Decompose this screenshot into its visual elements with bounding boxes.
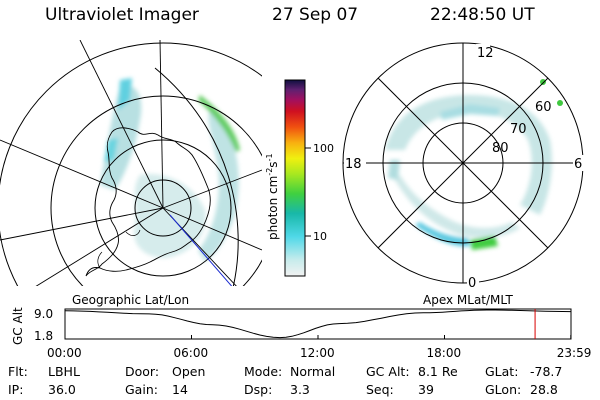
altitude-tick-bottom: 1.8 (34, 329, 53, 343)
time-tick-label: 06:00 (174, 346, 209, 360)
mlt-label-00: 0 (468, 276, 476, 291)
status-value: Open (172, 364, 206, 379)
status-label: Gain: (125, 382, 158, 397)
right-map-label: Apex MLat/MLT (423, 293, 513, 307)
altitude-timeline: GC Alt 9.0 1.8 00:00 06:00 12:00 18:00 23:59 (11, 307, 591, 360)
continent-outline (85, 127, 211, 277)
left-map-label: Geographic Lat/Lon (72, 293, 189, 307)
mlt-label-06: 6 (574, 157, 582, 172)
apex-polar-map: 12 18 6 0 60 70 80 (342, 42, 585, 291)
status-label: Seq: (366, 382, 394, 397)
observation-time: 22:48:50 UT (430, 5, 535, 25)
status-value: -78.7 (530, 364, 563, 379)
time-tick-label: 18:00 (427, 346, 462, 360)
status-label: Mode: (244, 364, 283, 379)
mlt-label-12: 12 (477, 46, 494, 61)
reference-longitude-line (169, 214, 233, 286)
status-label: GLon: (485, 382, 522, 397)
aurora-spot (557, 100, 563, 106)
latitude-circles (0, 42, 262, 286)
status-label: GC Alt: (366, 364, 410, 379)
status-value: Normal (290, 364, 336, 379)
altitude-track (64, 309, 571, 339)
status-value: 8.1 Re (418, 364, 458, 379)
status-value: LBHL (48, 364, 80, 379)
peninsula-outline (97, 229, 141, 269)
altitude-axis-label: GC Alt (11, 307, 25, 345)
view-boundary (154, 67, 239, 286)
intensity-colorbar: 100 10 photon cm-2s-1 (265, 79, 334, 277)
status-value: 39 (418, 382, 434, 397)
mlat-label-80: 80 (492, 141, 509, 156)
left-aurora-emission (100, 78, 240, 262)
status-label: Flt: (8, 364, 28, 379)
time-axis-ticks: 00:00 06:00 12:00 18:00 23:59 (47, 335, 591, 360)
observation-date: 27 Sep 07 (272, 5, 359, 25)
status-label: Dsp: (244, 382, 273, 397)
mlat-label-70: 70 (510, 122, 527, 137)
colorbar-tick-100: 100 (313, 142, 334, 155)
mlat-label-60: 60 (535, 100, 552, 115)
time-tick-label: 12:00 (300, 346, 335, 360)
status-value: 28.8 (530, 382, 558, 397)
colorbar-units-label: photon cm-2s-1 (265, 153, 280, 240)
mlt-meridians (343, 43, 583, 283)
aurora-spot (540, 79, 546, 85)
status-value: 3.3 (290, 382, 310, 397)
status-value: 36.0 (48, 382, 76, 397)
instrument-title: Ultraviolet Imager (45, 5, 199, 25)
meridian-lines (0, 40, 262, 286)
status-value: 14 (172, 382, 188, 397)
status-label: GLat: (485, 364, 519, 379)
geographic-map (0, 40, 262, 286)
status-label: IP: (8, 382, 24, 397)
status-label: Door: (125, 364, 160, 379)
altitude-tick-top: 9.0 (34, 307, 53, 321)
mlt-label-18: 18 (345, 157, 362, 172)
time-tick-label: 23:59 (557, 346, 592, 360)
colorbar-tick-10: 10 (313, 230, 327, 243)
time-tick-label: 00:00 (47, 346, 82, 360)
